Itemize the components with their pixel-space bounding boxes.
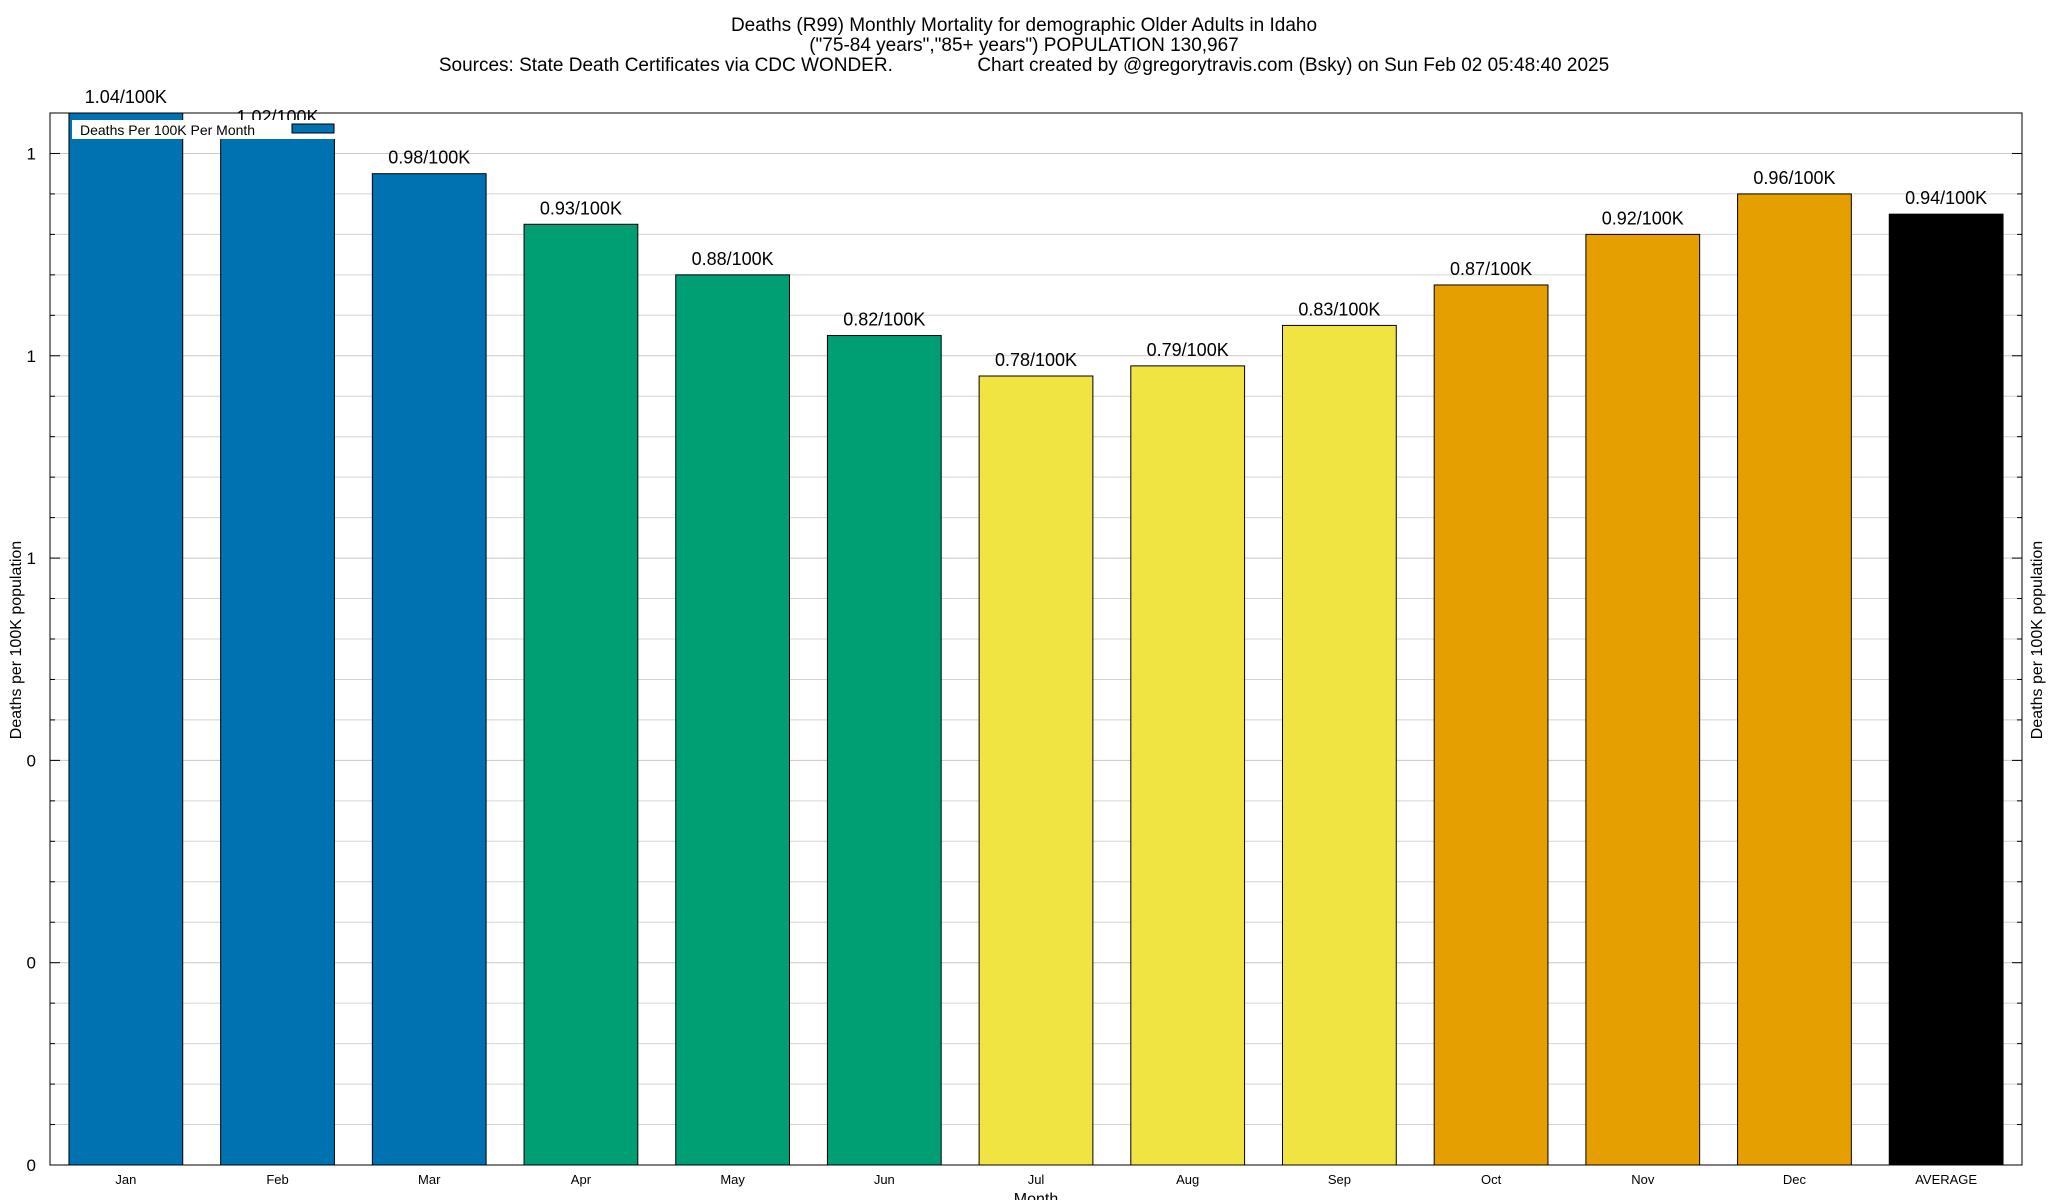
x-tick-label: Jun xyxy=(874,1172,895,1187)
y2-axis-label: Deaths per 100K population xyxy=(2029,541,2046,739)
chart-title: Deaths (R99) Monthly Mortality for demog… xyxy=(439,15,1609,76)
data-label: 0.82/100K xyxy=(843,310,925,330)
x-axis-label: Month xyxy=(1014,1191,1058,1200)
data-label: 0.88/100K xyxy=(692,249,774,269)
legend: Deaths Per 100K Per Month xyxy=(72,120,342,139)
x-tick-label: Aug xyxy=(1176,1172,1199,1187)
bar xyxy=(1433,284,1549,1166)
y-tick-label: 1 xyxy=(27,144,36,163)
data-label: 0.87/100K xyxy=(1450,259,1532,279)
title-line-1: Deaths (R99) Monthly Mortality for demog… xyxy=(731,15,1317,36)
x-tick-label: Feb xyxy=(266,1172,288,1187)
x-tick-label: Nov xyxy=(1631,1172,1655,1187)
data-label: 0.98/100K xyxy=(388,148,470,168)
bar xyxy=(826,335,942,1166)
x-tick-label: Jan xyxy=(115,1172,136,1187)
bar xyxy=(675,274,791,1166)
x-tick-label: AVERAGE xyxy=(1915,1172,1977,1187)
y-tick-label: 0 xyxy=(27,1156,36,1175)
data-label: 0.94/100K xyxy=(1905,188,1987,208)
x-tick-label: Oct xyxy=(1481,1172,1502,1187)
x-tick-label: Dec xyxy=(1783,1172,1807,1187)
data-label: 0.92/100K xyxy=(1602,208,1684,228)
x-tick-label: Apr xyxy=(571,1172,592,1187)
bar xyxy=(1130,365,1246,1166)
x-axis-ticks: Jan Feb Mar Apr May Jun Jul Aug Sep Oct Nov Dec AVER… xyxy=(115,1172,1977,1187)
y-axis-label: Deaths per 100K population xyxy=(8,541,25,739)
legend-label: Deaths Per 100K Per Month xyxy=(80,122,255,138)
bars xyxy=(68,112,2004,1166)
data-labels: 1.04/100K1.02/100K0.98/100K0.93/100K0.88… xyxy=(85,87,1987,370)
data-label: 0.78/100K xyxy=(995,350,1077,370)
data-label: 0.93/100K xyxy=(540,198,622,218)
legend-swatch xyxy=(291,123,335,134)
bar xyxy=(371,173,487,1166)
x-tick-label: May xyxy=(720,1172,745,1187)
y-tick-label: 1 xyxy=(27,347,36,366)
data-label: 0.79/100K xyxy=(1147,340,1229,360)
bar xyxy=(1585,233,1701,1166)
title-line-2: ("75-84 years","85+ years") POPULATION 1… xyxy=(809,35,1239,56)
data-label: 0.83/100K xyxy=(1298,299,1380,319)
bar xyxy=(1888,213,2004,1166)
bar xyxy=(1737,193,1852,1166)
data-label: 0.96/100K xyxy=(1753,168,1835,188)
y-tick-label: 1 xyxy=(27,549,36,568)
y-axis-ticks: 0 0 0 1 1 1 xyxy=(27,112,2022,1175)
bar xyxy=(523,223,639,1166)
legend-background xyxy=(72,120,342,139)
bar xyxy=(978,375,1094,1166)
x-tick-label: Sep xyxy=(1328,1172,1351,1187)
data-label: 1.04/100K xyxy=(85,87,167,107)
bar xyxy=(220,132,335,1166)
y-tick-label: 0 xyxy=(27,954,36,973)
x-tick-label: Jul xyxy=(1028,1172,1045,1187)
x-tick-label: Mar xyxy=(418,1172,441,1187)
title-line-3: Sources: State Death Certificates via CD… xyxy=(439,55,1609,76)
bar xyxy=(68,112,184,1166)
bar xyxy=(1282,324,1397,1166)
y-tick-label: 0 xyxy=(27,751,36,770)
